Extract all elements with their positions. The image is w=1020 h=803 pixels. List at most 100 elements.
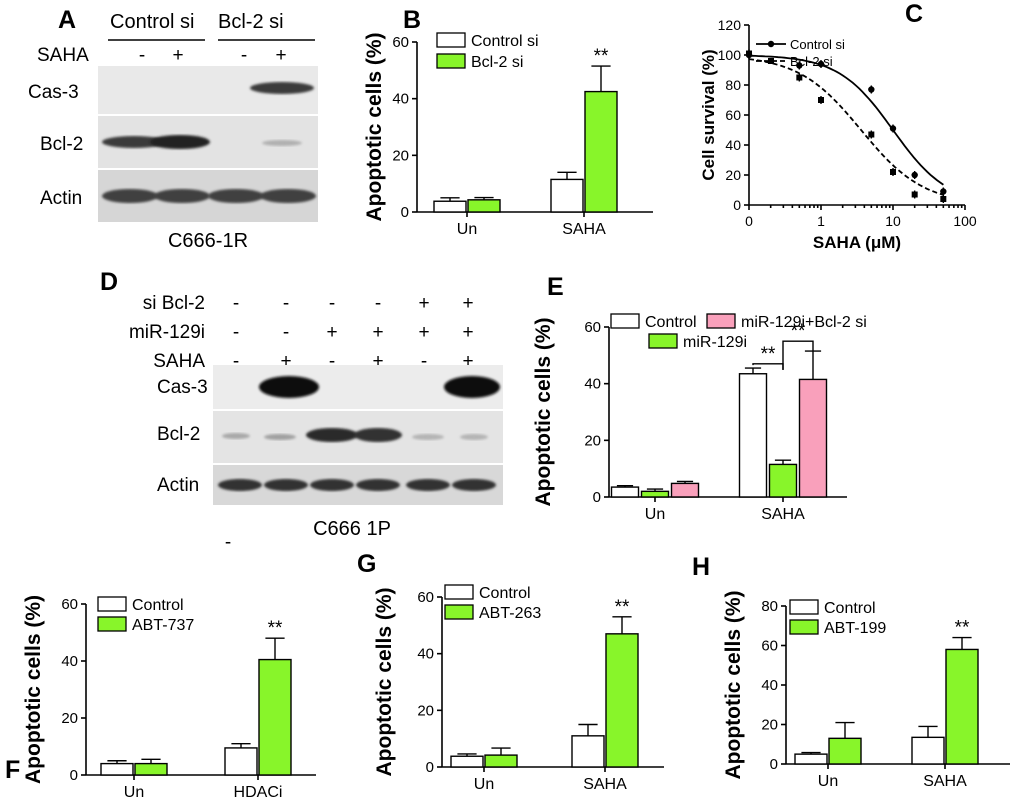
panel-b: B Apoptotic cells (%) 0 20 40 60 Un SAHA Control… <box>355 0 685 260</box>
y-tick-label: 60 <box>761 638 778 655</box>
y-axis-label: Apoptotic cells (%) <box>373 587 396 776</box>
blot-d-sign: + <box>418 293 429 314</box>
x-tick-label: 1 <box>817 213 825 229</box>
panel-e-chart: E Apoptotic cells (%) 0 20 40 60 Un SAHA Control… <box>532 273 867 523</box>
legend-label: Control <box>645 314 697 331</box>
data-point <box>817 60 825 68</box>
y-tick-label: 60 <box>61 596 78 613</box>
blot-label-bcl2: Bcl-2 <box>40 134 83 155</box>
y-tick-label: 60 <box>392 34 409 51</box>
legend-marker <box>767 40 775 48</box>
data-point <box>796 62 803 69</box>
bar <box>640 490 670 498</box>
panel-letter: B <box>403 6 421 34</box>
bar <box>433 200 467 213</box>
band-d-bcl2-lane2 <box>264 434 296 440</box>
band-d-actin-lane6 <box>452 479 496 491</box>
blot-d-sign: - <box>329 293 335 314</box>
bar <box>911 736 945 765</box>
panel-letter: H <box>692 553 710 581</box>
blot-d-sign: - <box>283 322 289 343</box>
band-actin-lane1 <box>102 189 158 203</box>
x-tick-label: Un <box>818 773 838 790</box>
blot-d-sign: - <box>283 293 289 314</box>
band-d-actin-lane3 <box>310 479 354 491</box>
legend-label: miR-129i+Bcl-2 si <box>741 314 867 331</box>
panel-f: F Apoptotic cells (%) 0 20 40 60 Un HDACi Contro… <box>0 545 345 803</box>
band-bcl2-lane2 <box>150 135 210 149</box>
y-tick-label: 20 <box>725 167 741 183</box>
y-axis-label: Apoptotic cells (%) <box>363 32 386 221</box>
band-d-bcl2-lane5 <box>412 434 444 440</box>
band-d-cas3-lane6 <box>444 376 500 398</box>
blot-d-label-bcl2: Bcl-2 <box>157 424 200 445</box>
legend-swatch <box>436 32 466 48</box>
data-point <box>889 125 897 132</box>
blot-header-control-si: Control si <box>110 11 194 33</box>
blot-d-sign: - <box>233 322 239 343</box>
x-tick-label: Un <box>124 784 144 801</box>
data-point <box>818 97 824 103</box>
blot-label-cas3: Cas-3 <box>28 82 79 103</box>
blot-d-sign: + <box>462 293 473 314</box>
legend-swatch <box>789 619 819 635</box>
y-tick-label: 80 <box>725 77 741 93</box>
blot-d-row-label: miR-129i <box>129 322 205 343</box>
y-tick-label: 0 <box>733 197 741 213</box>
legend-label: Control si <box>471 33 539 50</box>
bar <box>258 658 292 776</box>
blot-d-sign: + <box>372 351 383 372</box>
fit-curve <box>748 58 944 196</box>
y-tick-label: 20 <box>761 717 778 734</box>
band-d-bcl2-lane4 <box>354 428 402 442</box>
y-tick-label: 0 <box>426 759 434 776</box>
y-tick-label: 0 <box>770 756 778 773</box>
legend-swatch <box>706 313 736 329</box>
legend-swatch <box>789 599 819 615</box>
panel-h: H Apoptotic cells (%) 0 20 40 60 80 Un SAHA Contr… <box>690 545 1020 803</box>
data-point <box>940 188 947 195</box>
data-point <box>796 74 803 81</box>
panel-letter-a: A <box>58 6 76 34</box>
panel-a: A Control si Bcl-2 si SAHA - + - + Cas-3… <box>0 0 360 260</box>
band-d-actin-lane4 <box>356 479 400 491</box>
legend-label: ABT-737 <box>132 617 194 634</box>
band-d-actin-lane1 <box>218 479 262 491</box>
blot-d-label-actin: Actin <box>157 475 199 496</box>
legend-swatch <box>648 333 678 349</box>
significance-mark: ** <box>594 46 609 67</box>
panel-d-svg: D si Bcl-2 - - - - + + miR-129i - - + + + + SAHA - + - + - +… <box>100 268 503 553</box>
bar <box>450 755 484 768</box>
band-d-actin-lane2 <box>264 479 308 491</box>
blot-d-treatment-rows: si Bcl-2 - - - - + + miR-129i - - + + + + SAHA - + - + - + <box>129 293 474 372</box>
y-axis-label: Cell survival (%) <box>699 49 718 180</box>
significance-mark: ** <box>268 618 283 639</box>
band-d-bcl2-lane1 <box>222 433 250 439</box>
data-point <box>868 131 875 138</box>
y-tick-label: 20 <box>392 147 409 164</box>
x-tick-label: SAHA <box>761 506 805 523</box>
bar <box>224 747 258 776</box>
data-point <box>940 196 947 202</box>
y-axis-label: Apoptotic cells (%) <box>22 595 45 784</box>
band-cas3-lane4 <box>250 82 314 94</box>
band-actin-lane4 <box>260 189 316 203</box>
band-d-cas3-lane2 <box>259 376 319 398</box>
legend-swatch <box>444 584 474 600</box>
panel-f-chart: F Apoptotic cells (%) 0 20 40 60 Un HDACi Contro… <box>5 595 316 801</box>
bar <box>768 463 798 498</box>
data-point <box>868 86 875 93</box>
bar <box>738 373 768 498</box>
band-d-bcl2-lane3 <box>306 428 358 442</box>
y-tick-label: 60 <box>584 319 601 336</box>
bar <box>670 482 700 498</box>
blot-label-actin: Actin <box>40 188 82 209</box>
band-actin-lane2 <box>154 189 210 203</box>
y-tick-label: 0 <box>593 489 601 506</box>
legend-label: miR-129i <box>683 334 747 351</box>
bar <box>794 753 828 765</box>
legend-label: ABT-199 <box>824 620 886 637</box>
y-tick-label: 60 <box>725 107 741 123</box>
bar <box>484 754 518 768</box>
